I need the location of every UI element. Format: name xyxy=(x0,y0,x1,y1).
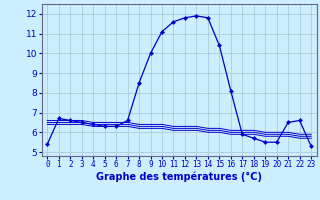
X-axis label: Graphe des températures (°C): Graphe des températures (°C) xyxy=(96,172,262,182)
